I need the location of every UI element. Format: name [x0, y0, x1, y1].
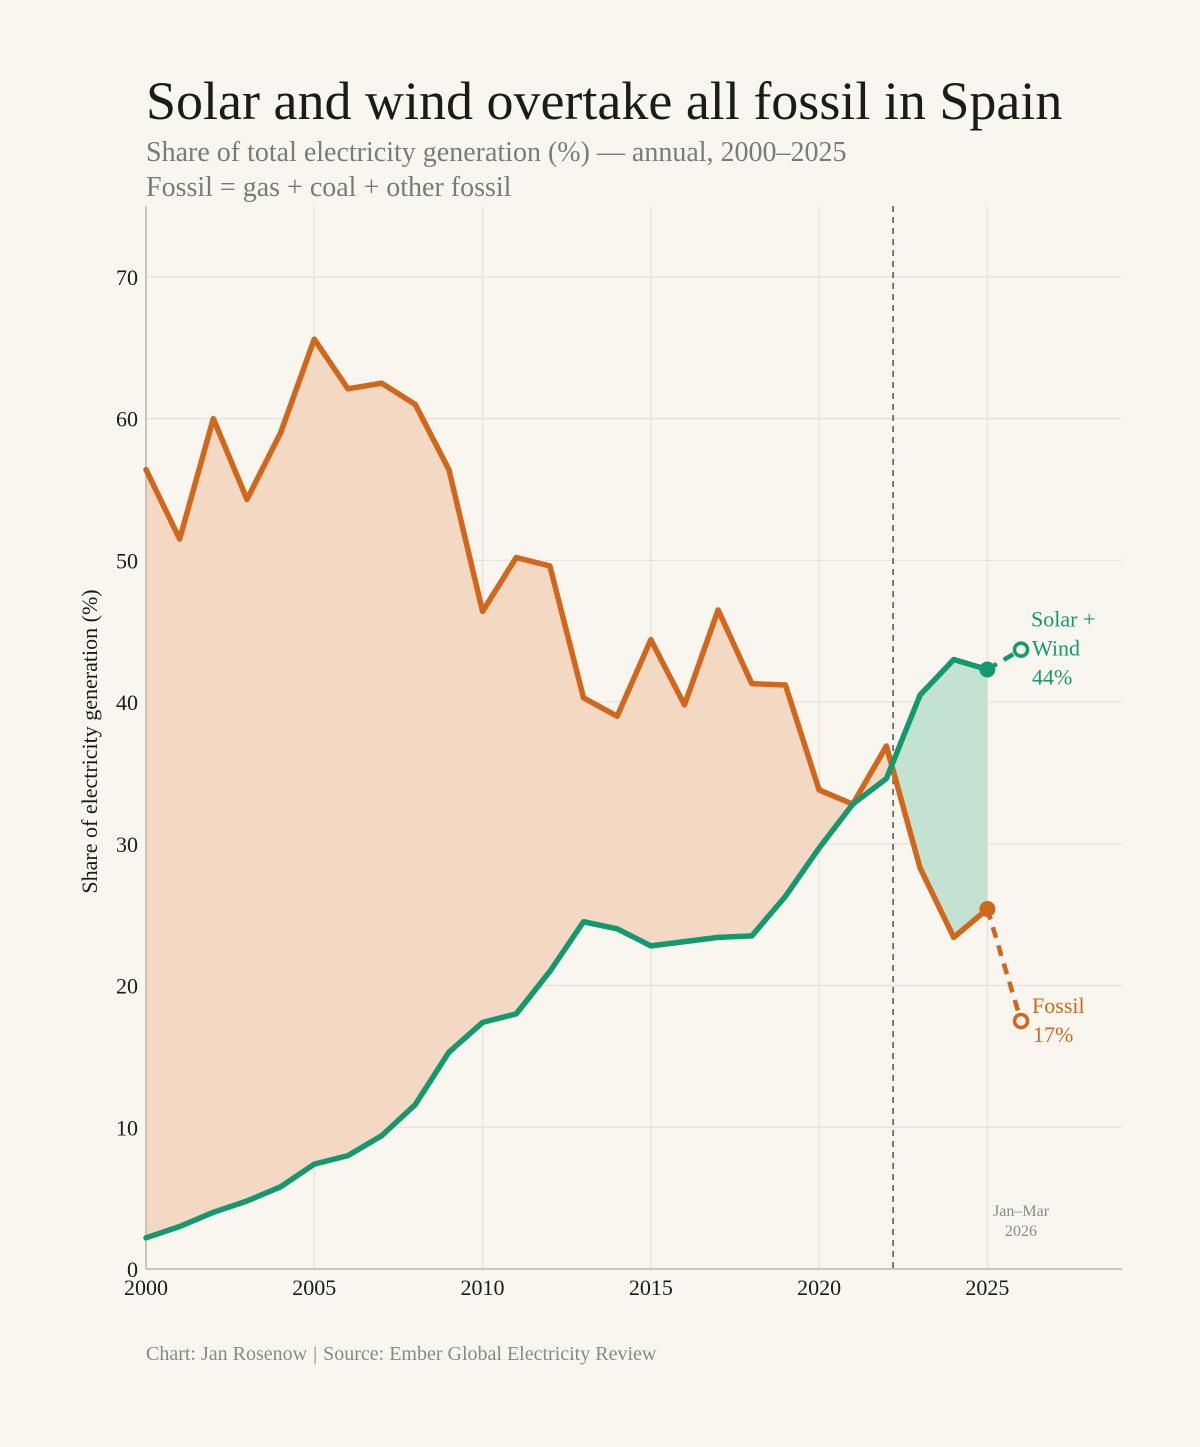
x-tick-label: 2025	[965, 1275, 1009, 1300]
y-tick-label: 50	[116, 548, 138, 573]
y-tick-label: 0	[127, 1257, 138, 1282]
x-tick-label: 2010	[461, 1275, 505, 1300]
x-tick-label: 2005	[292, 1275, 336, 1300]
axes: 0 10 20 30 40 50 60 70 2000 2005 2010 2015 2020 2025 S…	[77, 206, 1122, 1300]
renewables-series-label: Solar +	[1031, 607, 1095, 632]
fossil-projection-line	[985, 908, 1024, 1022]
y-tick-label: 40	[116, 690, 138, 715]
fossil-latest-point	[1012, 1012, 1030, 1030]
data-source: Source: Ember Global Electricity Review	[323, 1343, 657, 1365]
chart-title: Solar and wind overtake all fossil in Sp…	[146, 71, 1063, 131]
renewables-series-label: Wind	[1032, 636, 1080, 661]
y-axis-title: Share of electricity generation (%)	[77, 589, 102, 893]
renewables-lead-area	[891, 659, 988, 938]
footer-separator: |	[313, 1343, 318, 1365]
area-fills	[146, 339, 988, 1238]
fossil-line	[143, 336, 991, 941]
fossil-latest-value: 17%	[1033, 1022, 1073, 1047]
y-tick-label: 10	[116, 1115, 138, 1140]
renewables-latest-value: 44%	[1032, 665, 1072, 690]
chart-credit: Chart: Jan Rosenow	[146, 1343, 308, 1365]
y-tick-label: 60	[116, 407, 138, 432]
renewables-2025-point	[979, 661, 996, 678]
renewables-line	[143, 656, 991, 1241]
line-chart: 0 10 20 30 40 50 60 70 2000 2005 2010 2015 2020 2025 S…	[77, 206, 1122, 1300]
x-tick-label: 2020	[797, 1275, 841, 1300]
x-tick-label: 2015	[629, 1275, 673, 1300]
x-tick-label: 2000	[124, 1275, 168, 1300]
y-tick-label: 70	[116, 265, 138, 290]
fossil-2025-point	[979, 900, 996, 917]
chart-subtitle-note: Fossil = gas + coal + other fossil	[146, 172, 512, 203]
chart-subtitle: Share of total electricity generation (%…	[146, 137, 847, 168]
chart-footer: Chart: Jan Rosenow | Source: Ember Global …	[146, 1343, 656, 1366]
chart-labels: Solar + Wind 44% Fossil 17% Jan–Mar 2026	[993, 607, 1095, 1240]
fossil-lead-area	[146, 339, 892, 1238]
period-note: Jan–Mar	[993, 1203, 1050, 1220]
fossil-series-label: Fossil	[1032, 993, 1085, 1018]
series-lines	[143, 336, 1030, 1241]
y-tick-label: 20	[116, 974, 138, 999]
y-tick-label: 30	[116, 832, 138, 857]
renewables-latest-point	[1012, 641, 1030, 658]
period-note: 2026	[1005, 1223, 1037, 1240]
